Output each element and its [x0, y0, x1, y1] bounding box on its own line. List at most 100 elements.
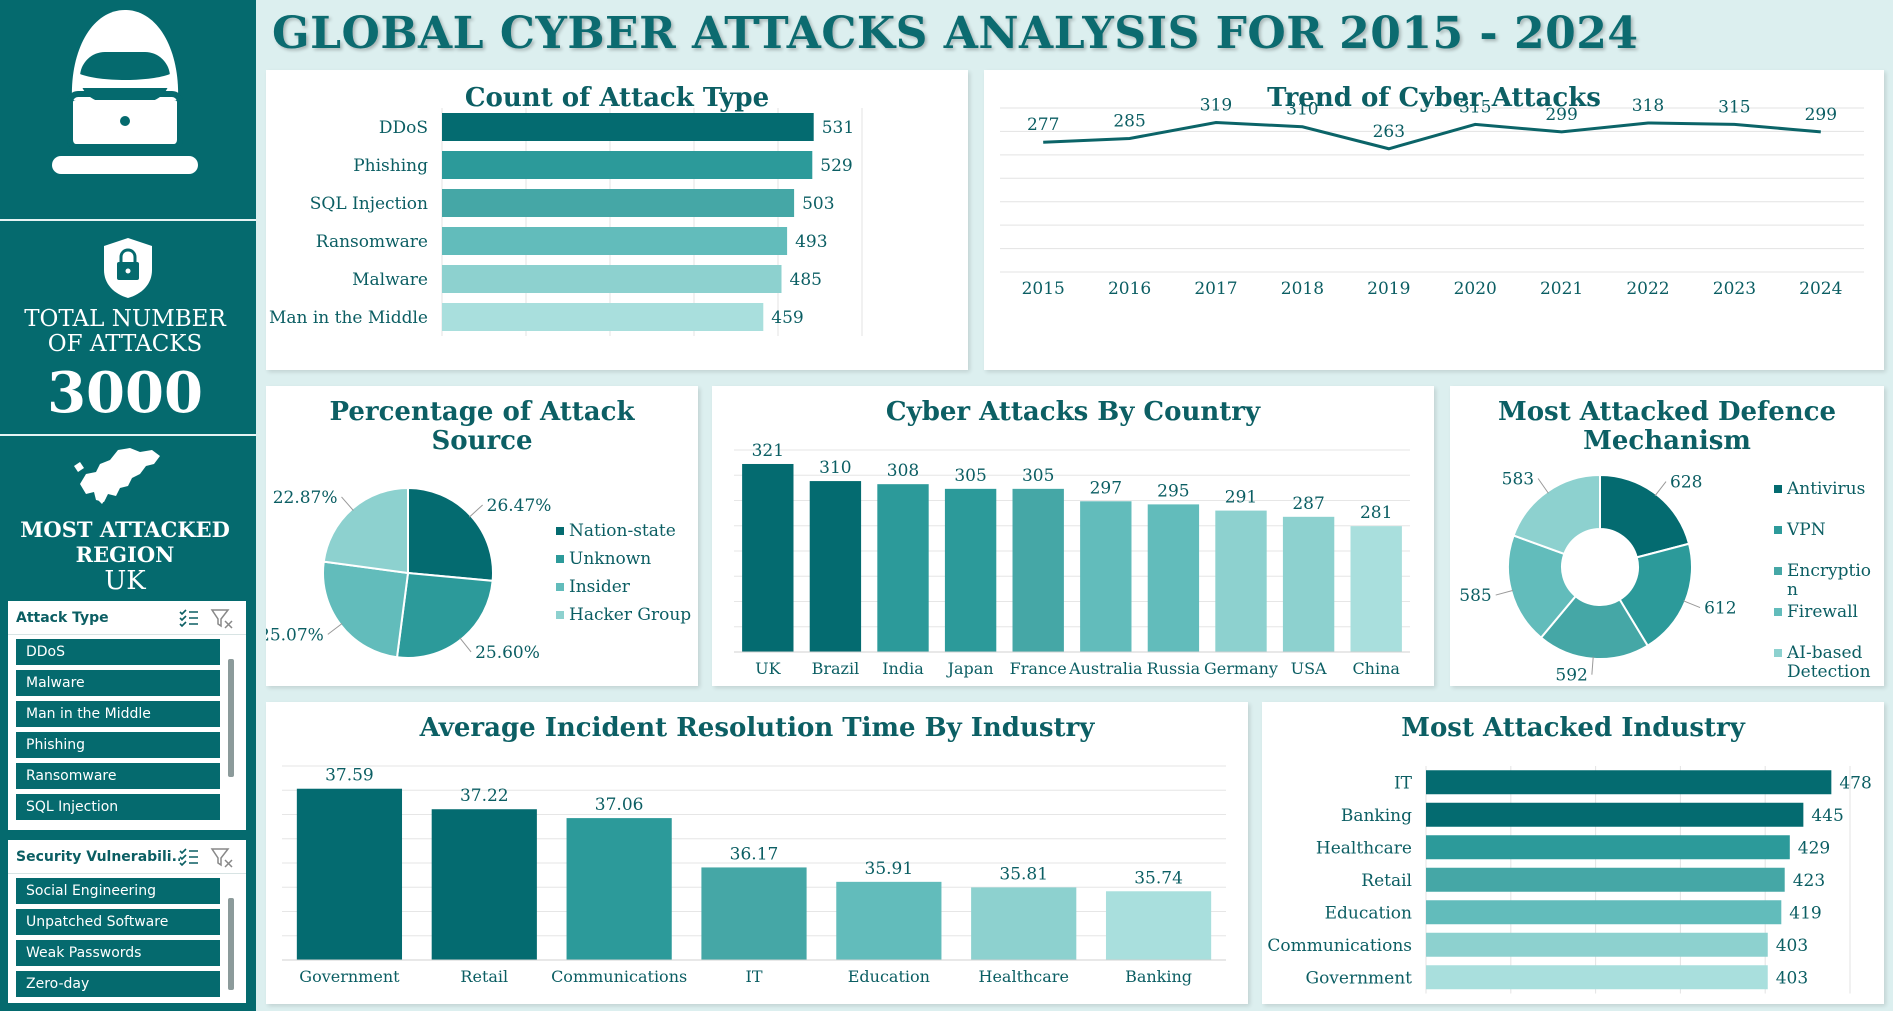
hacker-laptop-icon — [52, 10, 198, 174]
bar — [1426, 900, 1782, 925]
defence-chart: 628 612 592 585 583 Antivirus VPN EncryptionFir… — [1459, 470, 1871, 686]
legend-label: Insider — [569, 577, 631, 597]
leader-line — [1591, 656, 1594, 675]
data-label: 25.07% — [266, 625, 324, 645]
chart-title: Count of Attack Type — [464, 83, 770, 113]
data-label: 485 — [790, 270, 822, 290]
slicer-item-weak-passwords[interactable]: Weak Passwords — [16, 940, 220, 966]
data-label: 35.74 — [1134, 868, 1183, 888]
data-label: 493 — [795, 232, 827, 252]
data-label: 37.06 — [595, 795, 644, 815]
attack-type-slicer[interactable]: Attack Type DDoS Malware Man in the Midd… — [8, 601, 246, 830]
bar — [442, 113, 814, 141]
legend-swatch — [556, 527, 564, 535]
tick-label: 2017 — [1194, 279, 1237, 299]
slicer-item-man-in-the-middle[interactable]: Man in the Middle — [16, 701, 220, 727]
chart-title: Average Incident Resolution Time By Indu… — [419, 713, 1095, 743]
leader-line — [1654, 481, 1667, 497]
slicer-item-sql-injection[interactable]: SQL Injection — [16, 794, 220, 820]
bar — [1426, 932, 1768, 957]
slicer-title: Security Vulnerabili... — [16, 849, 180, 865]
multi-select-icon[interactable] — [178, 608, 200, 628]
pie-slice — [1618, 542, 1693, 648]
trend-chart: 277 2015 285 2016 319 2017 310 2018 263 2019 315 20… — [1000, 96, 1864, 299]
data-label: 37.59 — [325, 766, 374, 786]
data-label: 305 — [954, 466, 986, 486]
data-label: 299 — [1805, 105, 1837, 125]
series-line — [1043, 121, 1821, 151]
data-label: 403 — [1776, 968, 1808, 988]
bar — [1426, 802, 1804, 827]
bar — [877, 484, 929, 652]
slicer-header: Attack Type — [8, 601, 246, 635]
bar — [1215, 510, 1267, 652]
legend-swatch — [556, 555, 564, 563]
clear-filter-icon[interactable] — [210, 847, 234, 869]
slicer-item-malware[interactable]: Malware — [16, 670, 220, 696]
category-label: IT — [746, 967, 763, 986]
data-label: 319 — [1200, 96, 1232, 116]
chart-title-line1: Percentage of Attack — [329, 397, 635, 427]
legend-label: Unknown — [569, 549, 651, 569]
bar — [431, 809, 537, 960]
category-label: SQL Injection — [310, 194, 428, 214]
leader-line — [327, 623, 343, 635]
legend-swatch — [556, 611, 564, 619]
legend-swatch — [1774, 485, 1782, 493]
bar — [1282, 516, 1335, 652]
slicer-item-zero-day[interactable]: Zero-day — [16, 971, 220, 997]
slicer-scrollbar[interactable] — [228, 898, 234, 990]
bar — [442, 189, 795, 217]
legend-swatch — [1774, 649, 1782, 657]
legend-label: Antivirus — [1786, 479, 1865, 499]
sidebar-divider — [0, 219, 256, 221]
bar — [1426, 867, 1785, 892]
category-label: Education — [848, 967, 930, 986]
sidebar-divider — [0, 434, 256, 436]
region-value: UK — [104, 566, 146, 596]
legend-label: Hacker Group — [569, 605, 691, 625]
data-label: 529 — [820, 156, 852, 176]
lock-shield-icon — [104, 238, 152, 298]
multi-select-icon[interactable] — [178, 847, 200, 867]
slicer-item-phishing[interactable]: Phishing — [16, 732, 220, 758]
bar — [1426, 965, 1768, 990]
data-label: 592 — [1555, 666, 1587, 686]
chart-title: Cyber Attacks By Country — [885, 397, 1261, 427]
pie-slice — [1512, 473, 1601, 556]
slicer-scrollbar[interactable] — [228, 659, 234, 777]
legend-swatch — [1774, 526, 1782, 534]
total-attacks-label-line1: TOTAL NUMBER — [24, 306, 226, 332]
pie-slice — [1507, 534, 1578, 640]
tick-label: 2018 — [1281, 279, 1324, 299]
data-label: 310 — [819, 458, 851, 478]
security-vulnerability-slicer[interactable]: Security Vulnerabili... Social Engineeri… — [8, 840, 246, 1003]
slicer-item-ddos[interactable]: DDoS — [16, 639, 220, 665]
data-label: 445 — [1811, 806, 1843, 826]
bar — [442, 303, 764, 331]
legend-label: Detection — [1787, 662, 1871, 682]
slicer-item-ransomware[interactable]: Ransomware — [16, 763, 220, 789]
slicer-title: Attack Type — [16, 610, 109, 626]
data-label: 22.87% — [273, 488, 338, 508]
category-label: Banking — [1341, 806, 1412, 826]
data-label: 308 — [887, 461, 919, 481]
category-label: Healthcare — [1316, 838, 1412, 858]
tick-label: 2019 — [1367, 279, 1410, 299]
attack-type-card: Count of Attack Type DDoS 531 Phishing 529 S… — [266, 70, 968, 370]
clear-filter-icon[interactable] — [210, 608, 234, 630]
category-label: Germany — [1204, 659, 1278, 678]
tick-label: 2020 — [1454, 279, 1497, 299]
bar — [1147, 504, 1200, 652]
pie-slice — [1539, 594, 1650, 660]
category-label: Russia — [1147, 659, 1201, 678]
slicer-item-unpatched-software[interactable]: Unpatched Software — [16, 909, 220, 935]
attack-source-card: Percentage of Attack Source 26.47% 25.60%… — [266, 386, 698, 686]
resolution-card: Average Incident Resolution Time By Indu… — [266, 702, 1248, 1004]
legend-swatch — [1774, 608, 1782, 616]
defence-card: Most Attacked Defence Mechanism 628 612 59… — [1450, 386, 1884, 686]
data-label: 36.17 — [730, 844, 779, 864]
bar — [1105, 891, 1212, 960]
slicer-item-social-engineering[interactable]: Social Engineering — [16, 878, 220, 904]
data-label: 37.22 — [460, 786, 509, 806]
